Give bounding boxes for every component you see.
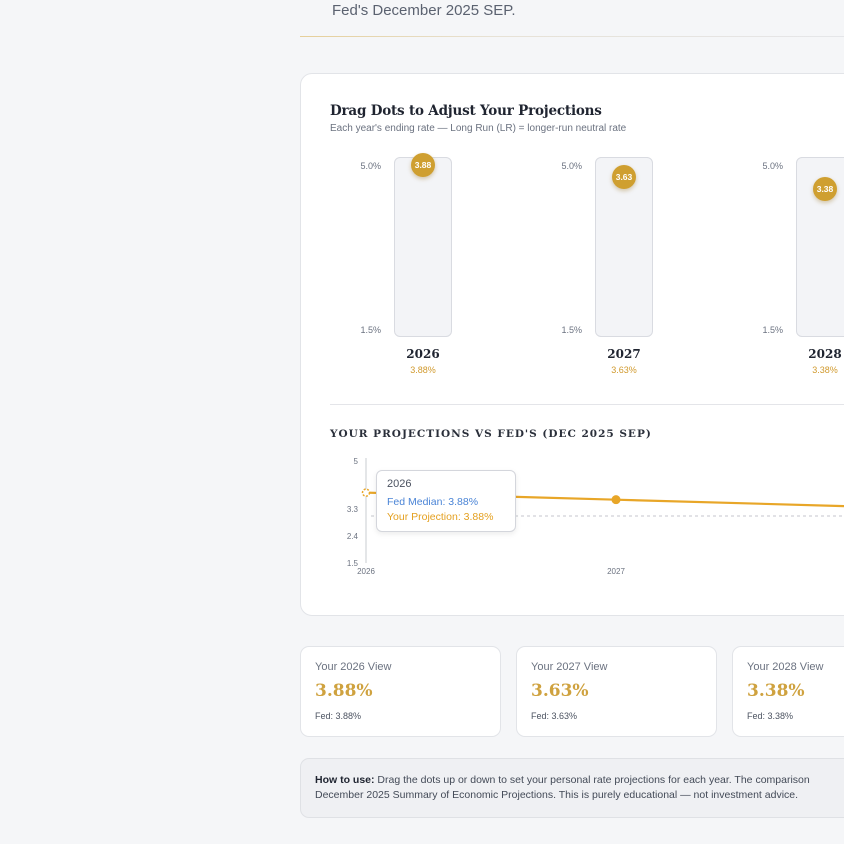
intro-text: Fed's December 2025 SEP.: [332, 2, 516, 19]
slider-group-2026: 5.0% 1.5% 3.88 2026 3.88%: [330, 153, 530, 387]
slider-min-label: 1.5%: [762, 325, 783, 335]
tooltip-your-projection: Your Projection: 3.88%: [387, 511, 494, 523]
view-card-value: 3.88%: [315, 681, 373, 701]
y-tick-label: 1.5: [347, 559, 359, 568]
slider-year-label: 2026: [406, 347, 440, 361]
view-card-fed: Fed: 3.63%: [531, 711, 578, 721]
view-card-2026: Your 2026 View 3.88% Fed: 3.88%: [300, 646, 501, 737]
chart-tooltip: 2026 Fed Median: 3.88% Your Projection: …: [376, 470, 516, 532]
series-point: [611, 495, 621, 505]
view-card-fed: Fed: 3.88%: [315, 711, 362, 721]
slider-track[interactable]: 3.63: [595, 157, 653, 337]
slider-value-label: 3.88%: [410, 365, 436, 375]
drag-dot[interactable]: 3.63: [612, 165, 636, 190]
x-tick-label: 2026: [357, 567, 375, 576]
how-to-use-label: How to use:: [315, 774, 375, 786]
card-subtitle: Each year's ending rate — Long Run (LR) …: [330, 123, 627, 134]
how-to-use-line2: December 2025 Summary of Economic Projec…: [315, 789, 799, 801]
slider-group-2027: 5.0% 1.5% 3.63 2027 3.63%: [531, 157, 731, 387]
slider-track[interactable]: 3.88: [394, 153, 452, 337]
how-to-use-box: How to use: Drag the dots up or down to …: [300, 758, 844, 818]
drag-dot[interactable]: 3.38: [813, 176, 837, 201]
tooltip-fed-median: Fed Median: 3.88%: [387, 496, 479, 508]
slider-year-label: 2027: [607, 347, 641, 361]
drag-dot[interactable]: 3.88: [411, 153, 435, 178]
slider-max-label: 5.0%: [561, 161, 582, 171]
intro-divider: [300, 36, 844, 37]
slider-year-label: 2028: [808, 347, 842, 361]
slider-value-label: 3.63%: [611, 365, 637, 375]
card-title: Drag Dots to Adjust Your Projections: [330, 103, 602, 119]
y-tick-label: 2.4: [347, 532, 359, 541]
slider-value-label: 3.38%: [812, 365, 838, 375]
view-card-label: Your 2027 View: [531, 661, 608, 673]
how-to-use-text: How to use: Drag the dots up or down to …: [315, 773, 844, 803]
slider-group-2028: 5.0% 1.5% 3.38 2028 3.38%: [732, 157, 844, 387]
projections-card: Drag Dots to Adjust Your Projections Eac…: [300, 73, 844, 616]
tooltip-title: 2026: [387, 478, 412, 490]
y-tick-label: 5: [354, 457, 359, 466]
slider-track[interactable]: 3.38: [796, 157, 844, 337]
x-tick-label: 2027: [607, 567, 625, 576]
view-card-label: Your 2026 View: [315, 661, 392, 673]
view-card-value: 3.38%: [747, 681, 805, 701]
view-card-2027: Your 2027 View 3.63% Fed: 3.63%: [516, 646, 717, 737]
slider-max-label: 5.0%: [360, 161, 381, 171]
view-card-value: 3.63%: [531, 681, 589, 701]
section-divider: [330, 404, 844, 405]
slider-min-label: 1.5%: [360, 325, 381, 335]
view-card-fed: Fed: 3.38%: [747, 711, 794, 721]
view-card-2028: Your 2028 View 3.38% Fed: 3.38%: [732, 646, 844, 737]
series-point: [361, 488, 371, 497]
how-to-use-line1: Drag the dots up or down to set your per…: [377, 774, 810, 786]
view-card-label: Your 2028 View: [747, 661, 824, 673]
slider-max-label: 5.0%: [762, 161, 783, 171]
y-tick-label: 3.3: [347, 505, 359, 514]
slider-min-label: 1.5%: [561, 325, 582, 335]
chart-title: YOUR PROJECTIONS VS FED'S (DEC 2025 SEP): [330, 428, 652, 440]
